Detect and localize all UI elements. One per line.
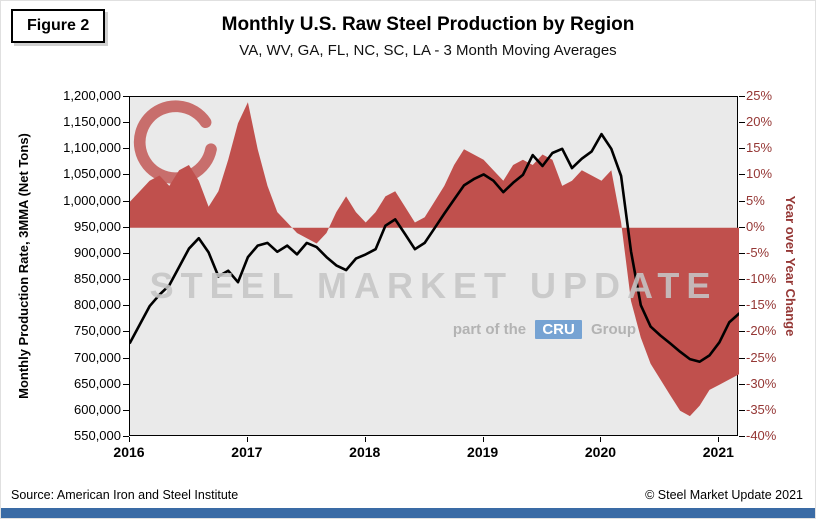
x-axis-tick-label: 2021: [702, 444, 734, 460]
x-axis-tick-mark: [718, 437, 720, 442]
left-axis-tick-mark: [123, 252, 129, 254]
x-axis-tick-mark: [129, 437, 130, 442]
left-axis-tick-mark: [123, 96, 129, 97]
right-axis-tick-label: -10%: [746, 271, 777, 287]
bottom-accent-bar: [1, 508, 815, 518]
right-axis-tick-mark: [739, 409, 745, 411]
left-axis-tick-label: 750,000: [74, 323, 121, 339]
left-axis-tick-mark: [123, 383, 129, 385]
left-axis-tick-label: 900,000: [74, 244, 121, 260]
x-axis-tick-label: 2017: [231, 444, 263, 460]
right-axis-tick-label: -25%: [746, 349, 777, 365]
right-axis-tick-label: -40%: [746, 428, 777, 443]
right-axis-tick-label: 25%: [746, 88, 773, 103]
left-axis-tick-mark: [123, 226, 129, 228]
chart-subtitle: VA, WV, GA, FL, NC, SC, LA - 3 Month Mov…: [239, 42, 617, 59]
left-axis-tick-mark: [123, 148, 129, 150]
right-axis-tick-mark: [739, 383, 745, 385]
left-axis-tick-label: 1,200,000: [63, 88, 121, 103]
right-axis-tick-mark: [739, 200, 745, 202]
left-axis-tick-label: 950,000: [74, 218, 121, 234]
left-axis-tick-label: 1,000,000: [63, 192, 121, 208]
left-axis-tick-label: 700,000: [74, 349, 121, 365]
right-axis-tick-mark: [739, 226, 745, 228]
plot-svg: [130, 102, 739, 417]
left-axis-tick-mark: [123, 436, 129, 437]
left-axis-tick-mark: [123, 305, 129, 307]
right-axis-tick-mark: [739, 122, 745, 124]
right-axis-tick-label: -15%: [746, 297, 777, 313]
x-axis-tick-label: 2016: [113, 444, 145, 460]
x-axis-tick-label: 2018: [349, 444, 381, 460]
x-axis-tick-label: 2019: [467, 444, 499, 460]
right-axis-tick-mark: [739, 174, 745, 176]
right-axis-tick-label: -5%: [746, 244, 770, 260]
right-axis-tick-mark: [739, 331, 745, 333]
left-axis-tick-label: 550,000: [74, 428, 121, 443]
source-note: Source: American Iron and Steel Institut…: [11, 488, 239, 502]
right-axis-tick-label: 15%: [746, 140, 773, 156]
left-axis-tick-label: 650,000: [74, 375, 121, 391]
plot-area: STEEL MARKET UPDATE part of the CRU Grou…: [129, 96, 739, 436]
right-axis-tick-mark: [739, 252, 745, 254]
left-axis-tick-mark: [123, 200, 129, 202]
x-axis-tick-mark: [364, 437, 366, 442]
right-axis-tick-label: -20%: [746, 323, 777, 339]
right-axis-tick-label: 20%: [746, 114, 773, 130]
chart-title: Monthly U.S. Raw Steel Production by Reg…: [221, 14, 635, 35]
copyright-note: © Steel Market Update 2021: [645, 488, 803, 502]
x-axis-tick-mark: [246, 437, 248, 442]
left-axis-tick-label: 1,050,000: [63, 166, 121, 182]
right-axis-tick-label: 5%: [746, 192, 765, 208]
left-axis-tick-mark: [123, 331, 129, 333]
left-axis-tick-mark: [123, 174, 129, 176]
right-axis-tick-mark: [739, 148, 745, 150]
left-axis-tick-mark: [123, 122, 129, 124]
left-axis-tick-label: 850,000: [74, 271, 121, 287]
left-axis-tick-label: 800,000: [74, 297, 121, 313]
right-axis-tick-mark: [739, 279, 745, 281]
left-axis-tick-label: 600,000: [74, 401, 121, 417]
right-axis-tick-mark: [739, 305, 745, 307]
right-axis-tick-mark: [739, 96, 745, 97]
figure-label: Figure 2: [11, 9, 106, 43]
left-axis-tick-mark: [123, 409, 129, 411]
right-axis-tick-mark: [739, 436, 745, 437]
x-axis-tick-mark: [482, 437, 484, 442]
x-axis-tick-mark: [600, 437, 602, 442]
right-axis-tick-label: 0%: [746, 218, 765, 234]
right-axis-tick-label: 10%: [746, 166, 773, 182]
x-axis-tick-label: 2020: [584, 444, 617, 460]
left-axis-tick-label: 1,150,000: [63, 114, 121, 130]
yoy-area-series: [130, 102, 739, 417]
left-axis-tick-label: 1,100,000: [63, 140, 121, 156]
left-axis-tick-mark: [123, 279, 129, 281]
right-axis-tick-label: -35%: [746, 401, 777, 417]
right-axis-tick-mark: [739, 357, 745, 359]
production-line-series: [130, 132, 739, 364]
left-axis-tick-mark: [123, 357, 129, 359]
right-axis-tick-label: -30%: [746, 375, 777, 391]
